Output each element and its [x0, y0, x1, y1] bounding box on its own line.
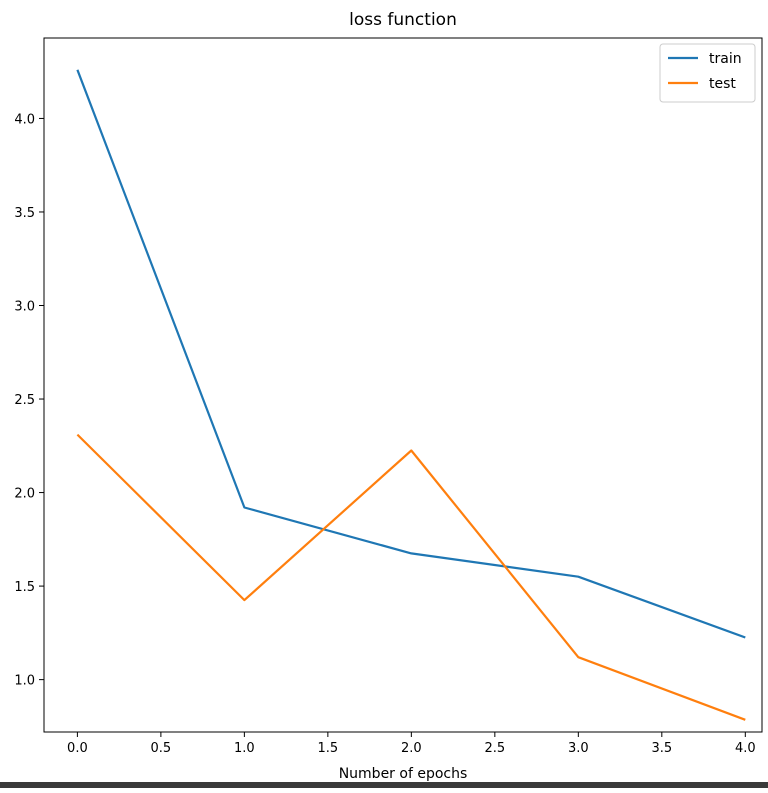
chart-title: loss function — [349, 10, 457, 30]
x-axis-label: Number of epochs — [339, 766, 468, 782]
series-line-test — [76, 433, 746, 721]
x-tick-label: 0.5 — [151, 741, 172, 756]
x-tick-label: 0.0 — [67, 741, 88, 756]
plot-frame — [43, 37, 763, 733]
legend-label-train: train — [709, 51, 742, 67]
y-tick-label: 1.0 — [14, 674, 35, 689]
x-tick-label: 2.5 — [484, 741, 505, 756]
plot-area: 0.0 0.5 1.0 1.5 2.0 2.5 3.0 3.5 4.0 1.0 1.5 2.0 2.5 3… — [14, 37, 763, 756]
series-line-train — [76, 69, 746, 639]
x-tick-label: 1.0 — [234, 741, 255, 756]
y-tick-label: 4.0 — [14, 112, 35, 127]
x-tick-label: 3.0 — [568, 741, 589, 756]
bottom-scrollbar — [0, 782, 768, 788]
x-tick-label: 3.5 — [651, 741, 672, 756]
y-tick-label: 3.5 — [14, 206, 35, 221]
y-tick-label: 2.5 — [14, 393, 35, 408]
x-tick-label: 1.5 — [318, 741, 339, 756]
y-tick-label: 3.0 — [14, 299, 35, 314]
x-tick-label: 4.0 — [735, 741, 756, 756]
y-tick-label: 2.0 — [14, 487, 35, 502]
y-tick-label: 1.5 — [14, 580, 35, 595]
x-tick-label: 2.0 — [401, 741, 422, 756]
legend-label-test: test — [709, 76, 736, 92]
